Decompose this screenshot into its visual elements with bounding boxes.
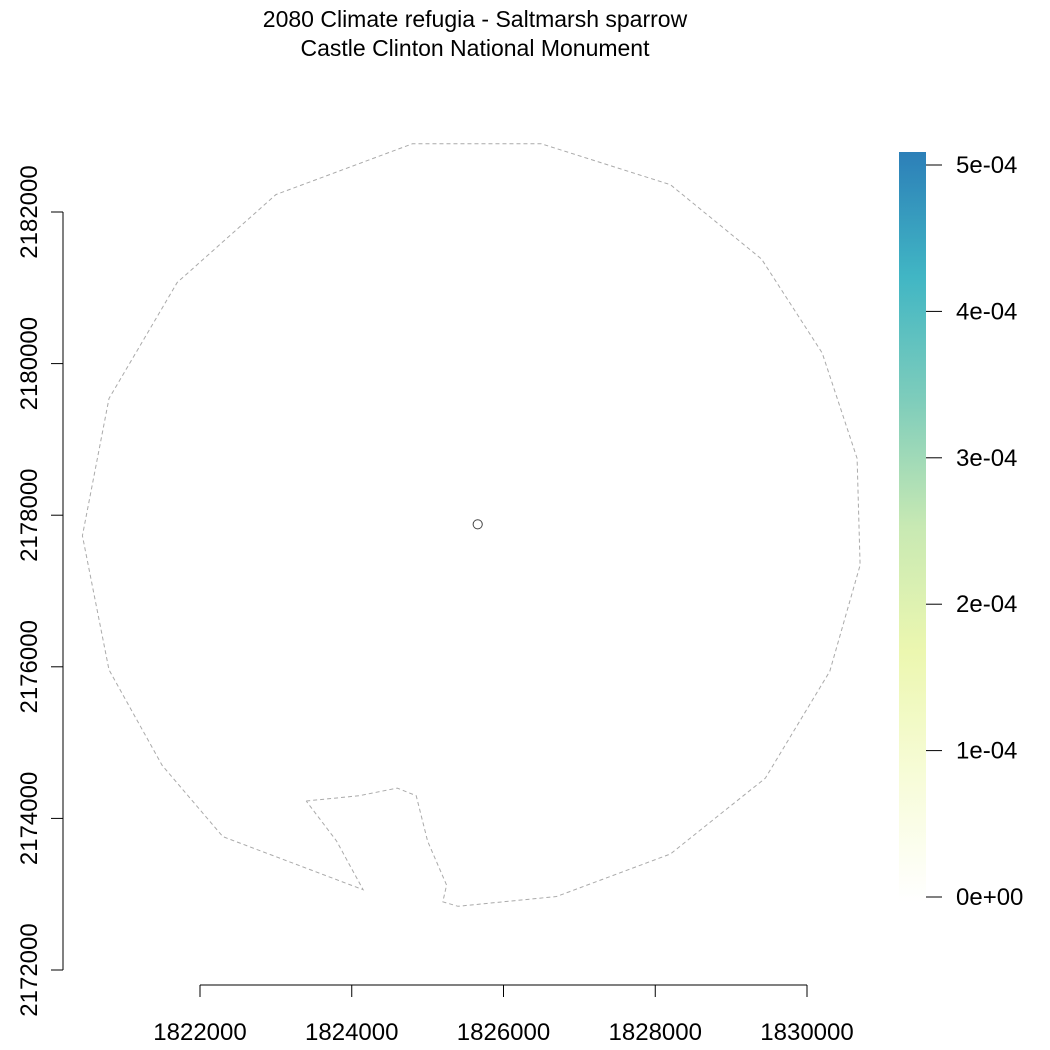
y-tick-label: 2178000: [16, 468, 43, 561]
y-tick-label: 2182000: [16, 165, 43, 258]
x-axis: 1822000 1824000 1826000 1828000 1830000: [153, 984, 854, 1046]
y-tick-label: 2176000: [16, 620, 43, 713]
figure-title: 2080 Climate refugia - Saltmarsh sparrow…: [263, 6, 688, 61]
y-tick-label: 2172000: [16, 923, 43, 1016]
title-line-2: Castle Clinton National Monument: [300, 35, 650, 61]
legend-tick-label: 5e-04: [956, 152, 1017, 179]
map-panel: [81, 143, 861, 907]
buffer-boundary-dashed-line: [81, 143, 861, 907]
x-tick-label: 1826000: [457, 1019, 550, 1046]
x-tick-label: 1830000: [760, 1019, 853, 1046]
x-tick-label: 1828000: [609, 1019, 702, 1046]
y-tick-label: 2180000: [16, 317, 43, 410]
legend-tick-label: 3e-04: [956, 445, 1017, 472]
x-tick-label: 1824000: [305, 1019, 398, 1046]
y-axis: 2172000 2174000 2176000 2178000 2180000 21820…: [16, 165, 64, 1017]
color-legend: 0e+00 1e-04 2e-04 3e-04 4e-04 5e-04: [899, 152, 1023, 911]
title-line-1: 2080 Climate refugia - Saltmarsh sparrow: [263, 6, 688, 32]
legend-tick-label: 2e-04: [956, 591, 1017, 618]
x-tick-label: 1822000: [153, 1019, 246, 1046]
legend-tick-label: 0e+00: [956, 884, 1023, 911]
legend-tick-label: 1e-04: [956, 738, 1017, 765]
y-tick-label: 2174000: [16, 772, 43, 865]
legend-color-bar: [899, 152, 926, 902]
legend-tick-label: 4e-04: [956, 298, 1017, 325]
park-boundary-outline: [472, 519, 483, 530]
